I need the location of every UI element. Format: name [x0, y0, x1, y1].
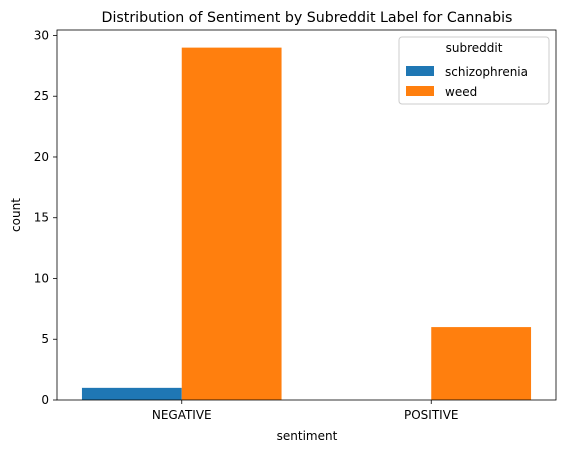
x-tick-label: POSITIVE	[404, 408, 459, 422]
bar-weed-positive	[431, 327, 532, 400]
plot-frame	[56, 29, 557, 401]
x-axis-label: sentiment	[277, 429, 338, 443]
legend: subreddit schizophrenia weed	[398, 36, 550, 105]
legend-label-weed: weed	[445, 85, 477, 99]
legend-label-schizophrenia: schizophrenia	[445, 65, 528, 79]
x-tick-label: NEGATIVE	[152, 408, 212, 422]
y-tick-label: 20	[34, 150, 49, 164]
y-tick-label: 0	[41, 393, 49, 407]
y-tick-label: 30	[34, 28, 49, 42]
legend-swatch-weed	[406, 86, 434, 96]
chart-title: Distribution of Sentiment by Subreddit L…	[102, 10, 513, 26]
legend-box	[398, 36, 550, 105]
y-tick-label: 10	[34, 271, 49, 285]
bars-group	[81, 47, 532, 401]
y-tick-label: 15	[34, 211, 49, 225]
y-axis: 0 5 10 15 20 25 30	[34, 28, 57, 407]
bar-schizophrenia-negative	[81, 387, 182, 400]
legend-title: subreddit	[446, 41, 503, 55]
x-axis: NEGATIVE POSITIVE	[152, 400, 459, 422]
y-axis-label: count	[9, 198, 23, 232]
y-tick-label: 25	[34, 89, 49, 103]
bar-weed-negative	[181, 47, 282, 401]
y-tick-label: 5	[41, 332, 49, 346]
legend-swatch-schizophrenia	[406, 66, 434, 76]
